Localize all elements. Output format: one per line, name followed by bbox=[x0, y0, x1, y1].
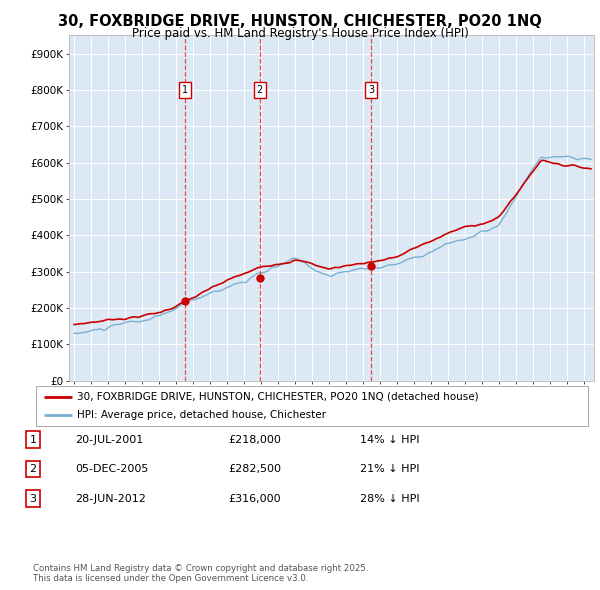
Text: 2: 2 bbox=[257, 85, 263, 95]
Text: 21% ↓ HPI: 21% ↓ HPI bbox=[360, 464, 419, 474]
Text: HPI: Average price, detached house, Chichester: HPI: Average price, detached house, Chic… bbox=[77, 410, 326, 420]
Text: 3: 3 bbox=[29, 494, 37, 503]
Text: 2: 2 bbox=[29, 464, 37, 474]
Text: £218,000: £218,000 bbox=[228, 435, 281, 444]
Text: 28-JUN-2012: 28-JUN-2012 bbox=[75, 494, 146, 503]
Text: £282,500: £282,500 bbox=[228, 464, 281, 474]
Text: 28% ↓ HPI: 28% ↓ HPI bbox=[360, 494, 419, 503]
Text: 1: 1 bbox=[29, 435, 37, 444]
Text: 30, FOXBRIDGE DRIVE, HUNSTON, CHICHESTER, PO20 1NQ: 30, FOXBRIDGE DRIVE, HUNSTON, CHICHESTER… bbox=[58, 14, 542, 28]
Text: Price paid vs. HM Land Registry's House Price Index (HPI): Price paid vs. HM Land Registry's House … bbox=[131, 27, 469, 40]
Text: 05-DEC-2005: 05-DEC-2005 bbox=[75, 464, 148, 474]
Text: 20-JUL-2001: 20-JUL-2001 bbox=[75, 435, 143, 444]
Text: Contains HM Land Registry data © Crown copyright and database right 2025.
This d: Contains HM Land Registry data © Crown c… bbox=[33, 563, 368, 583]
Text: 14% ↓ HPI: 14% ↓ HPI bbox=[360, 435, 419, 444]
Text: 3: 3 bbox=[368, 85, 374, 95]
Text: 1: 1 bbox=[182, 85, 188, 95]
Text: 30, FOXBRIDGE DRIVE, HUNSTON, CHICHESTER, PO20 1NQ (detached house): 30, FOXBRIDGE DRIVE, HUNSTON, CHICHESTER… bbox=[77, 392, 479, 402]
Text: £316,000: £316,000 bbox=[228, 494, 281, 503]
